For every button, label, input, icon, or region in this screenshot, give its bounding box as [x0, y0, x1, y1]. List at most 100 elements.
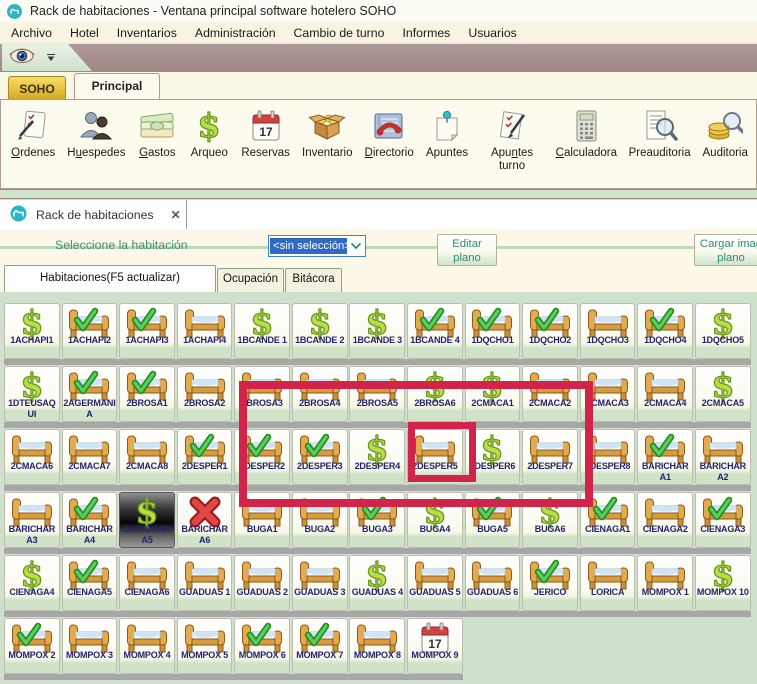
room-button-1dqcho4[interactable]: 1DQCHO4 [637, 303, 694, 359]
ribbon-button-auditoria[interactable]: Auditoria [696, 105, 754, 162]
room-button-1achapi3[interactable]: 1ACHAPI3 [119, 303, 175, 359]
room-button-1bcande-4[interactable]: 1BCANDE 4 [407, 303, 463, 359]
room-button-2desper2[interactable]: 2DESPER2 [234, 429, 290, 485]
room-button-barichar-a4[interactable]: BARICHAR A4 [61, 492, 118, 548]
chevron-down-icon[interactable] [347, 242, 365, 250]
room-button-buga1[interactable]: BUGA1 [234, 492, 290, 548]
menu-item-hotel[interactable]: Hotel [70, 25, 99, 40]
room-button-mompox-10[interactable]: $ MOMPOX 10 [694, 555, 751, 611]
tab-principal[interactable]: Principal [74, 73, 160, 100]
menu-item-informes[interactable]: Informes [402, 25, 451, 40]
ribbon-button-apuntes[interactable]: Apuntes [420, 105, 475, 162]
room-button-guaduas-2[interactable]: GUADUAS 2 [234, 555, 290, 611]
room-select-dropdown[interactable]: <sin selección> [268, 235, 366, 257]
room-button-2cmaca6[interactable]: 2CMACA6 [4, 429, 60, 485]
room-button-1dqcho2[interactable]: 1DQCHO2 [522, 303, 578, 359]
room-button-buga4[interactable]: $ BUGA4 [407, 492, 463, 548]
room-button-1achapi2[interactable]: 1ACHAPI2 [61, 303, 118, 359]
ribbon-button-preauditoria[interactable]: Preauditoria [623, 105, 697, 162]
room-button-buga5[interactable]: BUGA5 [464, 492, 521, 548]
room-button-2desper3[interactable]: 2DESPER3 [291, 429, 348, 485]
room-button-barichar-a2[interactable]: BARICHAR A2 [694, 429, 751, 485]
room-button-buga3[interactable]: BUGA3 [349, 492, 406, 548]
room-button-2desper1[interactable]: 2DESPER1 [176, 429, 233, 485]
room-button-2brosa3[interactable]: 2BROSA3 [234, 366, 290, 422]
room-button-2brosa1[interactable]: 2BROSA1 [119, 366, 175, 422]
tab-rack-de-habitaciones[interactable]: Rack de habitaciones ✕ [0, 200, 187, 229]
menu-item-cambio-de-turno[interactable]: Cambio de turno [293, 25, 385, 40]
room-button-2desper8[interactable]: 2DESPER8 [579, 429, 636, 485]
room-button-1bcande-1[interactable]: $1BCANDE 1 [234, 303, 290, 359]
room-button-mompox-2[interactable]: MOMPOX 2 [4, 618, 60, 674]
load-plan-image-button[interactable]: Cargar imag plano [694, 234, 757, 266]
ribbon-button-huespedes[interactable]: Huespedes [61, 105, 131, 162]
room-button-2cmaca3[interactable]: 2CMACA3 [579, 366, 636, 422]
room-button-mompox-7[interactable]: MOMPOX 7 [291, 618, 348, 674]
tab-ocupacion[interactable]: Ocupación [217, 268, 284, 292]
ribbon-button-arqueo[interactable]: $ Arqueo [183, 105, 235, 162]
room-button-cienaga4[interactable]: $ CIENAGA4 [4, 555, 60, 611]
room-button-mompox-3[interactable]: MOMPOX 3 [61, 618, 118, 674]
tab-soho[interactable]: SOHO [8, 76, 66, 100]
close-icon[interactable]: ✕ [170, 207, 181, 222]
room-button-1bcande-2[interactable]: $1BCANDE 2 [291, 303, 348, 359]
room-button-1dqcho1[interactable]: 1DQCHO1 [464, 303, 521, 359]
ribbon-button-gastos[interactable]: Gastos [131, 105, 183, 162]
room-button-guaduas-1[interactable]: GUADUAS 1 [176, 555, 233, 611]
ribbon-button-apuntes-turno[interactable]: Apuntes turno [474, 105, 549, 175]
room-button-guaduas-6[interactable]: GUADUAS 6 [464, 555, 521, 611]
room-button-2cmaca7[interactable]: 2CMACA7 [61, 429, 118, 485]
ribbon-button-inventario[interactable]: Inventario [296, 105, 359, 162]
room-button-1achapi4[interactable]: 1ACHAPI4 [176, 303, 233, 359]
menu-item-usuarios[interactable]: Usuarios [468, 25, 517, 40]
room-button-buga2[interactable]: BUGA2 [291, 492, 348, 548]
room-button-2cmaca1[interactable]: $2CMACA1 [464, 366, 521, 422]
room-button-2brosa4[interactable]: 2BROSA4 [291, 366, 348, 422]
room-button-mompox-6[interactable]: MOMPOX 6 [234, 618, 290, 674]
edit-plan-button[interactable]: Editar plano [437, 234, 497, 266]
room-button-guaduas-3[interactable]: GUADUAS 3 [291, 555, 348, 611]
room-button-2desper4[interactable]: $2DESPER4 [349, 429, 406, 485]
room-button-2cmaca4[interactable]: 2CMACA4 [637, 366, 694, 422]
room-button-1achapi1[interactable]: $1ACHAPI1 [4, 303, 60, 359]
qat-dropdown-icon[interactable] [46, 49, 56, 67]
room-button-2brosa5[interactable]: 2BROSA5 [349, 366, 406, 422]
room-button-1dqcho5[interactable]: $1DQCHO5 [694, 303, 751, 359]
room-button-guaduas-5[interactable]: GUADUAS 5 [407, 555, 463, 611]
room-button-2brosa6[interactable]: $2BROSA6 [407, 366, 463, 422]
room-button-1dteusaqui[interactable]: $1DTEUSAQUI [4, 366, 60, 422]
room-button-barichar-a5[interactable]: $ BARICHAR A5 [119, 492, 175, 548]
room-button-mompox-4[interactable]: MOMPOX 4 [119, 618, 175, 674]
room-button-jerico[interactable]: JERICO [522, 555, 578, 611]
room-button-barichar-a1[interactable]: BARICHAR A1 [637, 429, 694, 485]
eye-icon[interactable] [8, 46, 36, 69]
room-button-buga6[interactable]: $ BUGA6 [522, 492, 578, 548]
tab-habitaciones[interactable]: Habitaciones(F5 actualizar) [4, 265, 216, 292]
room-button-barichar-a3[interactable]: BARICHAR A3 [4, 492, 60, 548]
room-button-lorica[interactable]: LORICA [579, 555, 636, 611]
room-button-cienaga6[interactable]: CIENAGA6 [119, 555, 175, 611]
tab-bitacora[interactable]: Bitácora [285, 268, 342, 292]
room-button-1dqcho3[interactable]: 1DQCHO3 [579, 303, 636, 359]
room-button-cienaga5[interactable]: CIENAGA5 [61, 555, 118, 611]
ribbon-button-calculadora[interactable]: Calculadora [550, 105, 623, 162]
menu-item-inventarios[interactable]: Inventarios [116, 25, 177, 40]
room-button-2desper6[interactable]: $2DESPER6 [464, 429, 521, 485]
room-button-mompox-1[interactable]: MOMPOX 1 [637, 555, 694, 611]
ribbon-button-ordenes[interactable]: Ordenes [5, 105, 61, 162]
room-button-guaduas-4[interactable]: $ GUADUAS 4 [349, 555, 406, 611]
room-button-barichar-a6[interactable]: BARICHAR A6 [176, 492, 233, 548]
ribbon-button-directorio[interactable]: Directorio [359, 105, 420, 162]
room-button-mompox-9[interactable]: 17 MOMPOX 9 [407, 618, 463, 674]
room-button-mompox-5[interactable]: MOMPOX 5 [176, 618, 233, 674]
room-button-2cmaca2[interactable]: 2CMACA2 [522, 366, 578, 422]
room-button-mompox-8[interactable]: MOMPOX 8 [349, 618, 406, 674]
room-button-1bcande-3[interactable]: $1BCANDE 3 [349, 303, 406, 359]
menu-item-administración[interactable]: Administración [194, 25, 276, 40]
room-button-cienaga1[interactable]: CIENAGA1 [579, 492, 636, 548]
menu-item-archivo[interactable]: Archivo [11, 25, 53, 40]
room-button-2cmaca8[interactable]: 2CMACA8 [119, 429, 175, 485]
ribbon-button-reservas[interactable]: 17 Reservas [235, 105, 296, 162]
room-button-2desper7[interactable]: 2DESPER7 [522, 429, 578, 485]
room-button-cienaga2[interactable]: CIENAGA2 [637, 492, 694, 548]
